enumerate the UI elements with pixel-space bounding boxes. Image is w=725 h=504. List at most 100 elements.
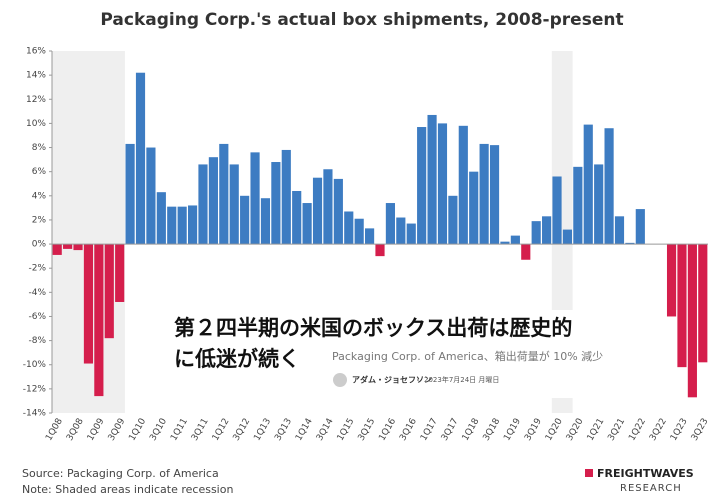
x-tick-label: 3Q11 <box>190 417 211 443</box>
bar <box>510 235 520 245</box>
y-tick-label: 6% <box>32 167 47 177</box>
bar <box>115 244 125 302</box>
x-tick-label: 1Q15 <box>336 417 357 443</box>
bar <box>63 244 73 249</box>
y-tick-label: 2% <box>32 215 47 225</box>
bar <box>240 195 250 245</box>
y-tick-label: -12% <box>23 384 47 394</box>
headline: に低迷が続く <box>174 347 300 371</box>
bar <box>427 114 437 245</box>
y-tick-label: -2% <box>28 264 46 274</box>
bar <box>698 244 708 363</box>
bar <box>83 244 94 364</box>
source: Source: Packaging Corp. of America <box>22 467 219 480</box>
bar <box>500 241 510 245</box>
x-tick-label: 3Q08 <box>65 417 86 443</box>
bar <box>94 244 104 397</box>
bar <box>271 162 281 245</box>
bar <box>135 72 146 245</box>
bar <box>177 206 187 245</box>
subtitle: Packaging Corp. of America、箱出荷量が 10% 減少 <box>332 349 603 363</box>
bar <box>219 143 229 245</box>
x-tick-label: 1Q17 <box>419 417 440 443</box>
bar <box>208 157 218 245</box>
x-tick-label: 1Q23 <box>669 417 690 443</box>
bar <box>531 221 541 245</box>
x-tick-label: 3Q23 <box>690 417 711 443</box>
x-tick-label: 3Q17 <box>440 417 461 443</box>
bar <box>156 192 166 245</box>
bar <box>687 244 697 398</box>
bar <box>385 203 395 245</box>
bar <box>198 164 208 245</box>
chart-title: Packaging Corp.'s actual box shipments, … <box>100 10 623 30</box>
bar <box>281 149 291 245</box>
bar <box>73 244 83 251</box>
y-tick-label: 0% <box>32 240 47 250</box>
y-tick-label: 4% <box>32 191 47 201</box>
x-tick-label: 3Q18 <box>482 417 503 443</box>
bar <box>312 177 323 245</box>
bar <box>489 145 500 245</box>
logo-name: FREIGHTWAVES <box>597 467 694 480</box>
x-tick-label: 3Q12 <box>232 417 253 443</box>
avatar <box>333 373 347 387</box>
bar <box>583 124 593 245</box>
bar <box>104 244 114 339</box>
x-tick-label: 1Q19 <box>502 417 523 443</box>
logo-icon <box>585 469 593 477</box>
bar <box>187 205 198 245</box>
bar <box>344 211 354 245</box>
bar <box>375 244 385 257</box>
bar <box>458 125 468 245</box>
x-tick-label: 1Q10 <box>127 417 148 443</box>
x-tick-label: 1Q08 <box>44 417 65 443</box>
x-tick-label: 3Q14 <box>315 417 336 443</box>
bar <box>365 228 375 245</box>
bar <box>666 244 677 317</box>
headline: 第２四半期の米国のボックス出荷は歴史的 <box>174 316 572 340</box>
bar <box>396 217 406 245</box>
x-tick-label: 1Q21 <box>586 417 607 443</box>
x-tick-label: 1Q14 <box>294 417 315 443</box>
bar <box>614 216 625 245</box>
bar <box>323 169 333 245</box>
bar <box>250 152 260 245</box>
bar <box>604 128 614 245</box>
bar <box>562 229 573 245</box>
bar <box>229 164 239 245</box>
x-tick-label: 3Q22 <box>648 417 669 443</box>
x-tick-label: 3Q19 <box>523 417 544 443</box>
x-tick-label: 3Q09 <box>107 417 128 443</box>
x-tick-label: 3Q21 <box>606 417 627 443</box>
x-tick-label: 1Q13 <box>252 417 273 443</box>
note: Note: Shaded areas indicate recession <box>22 483 233 496</box>
x-tick-label: 1Q22 <box>627 417 648 443</box>
bar <box>625 242 635 245</box>
y-tick-label: -14% <box>23 409 47 419</box>
x-tick-label: 3Q20 <box>565 417 586 443</box>
y-tick-label: 12% <box>26 95 46 105</box>
y-tick-label: -8% <box>28 336 46 346</box>
bar <box>437 123 448 245</box>
bar <box>677 244 687 368</box>
bar <box>125 143 135 245</box>
y-tick-label: 10% <box>26 119 46 129</box>
bar <box>479 143 489 245</box>
bar <box>573 166 583 245</box>
x-tick-label: 1Q16 <box>377 417 398 443</box>
bar <box>552 176 562 245</box>
bar <box>146 147 156 245</box>
author: アダム・ジョセフソン <box>352 375 432 385</box>
logo-sub: RESEARCH <box>620 483 682 494</box>
date: 2023年7月24日 月曜日 <box>424 375 499 384</box>
x-tick-label: 1Q09 <box>86 417 107 443</box>
y-tick-label: -10% <box>23 360 47 370</box>
bar <box>354 218 364 245</box>
bar <box>417 127 427 245</box>
separator <box>417 379 419 381</box>
logo: FREIGHTWAVES RESEARCH <box>585 467 694 494</box>
bar <box>292 190 302 245</box>
